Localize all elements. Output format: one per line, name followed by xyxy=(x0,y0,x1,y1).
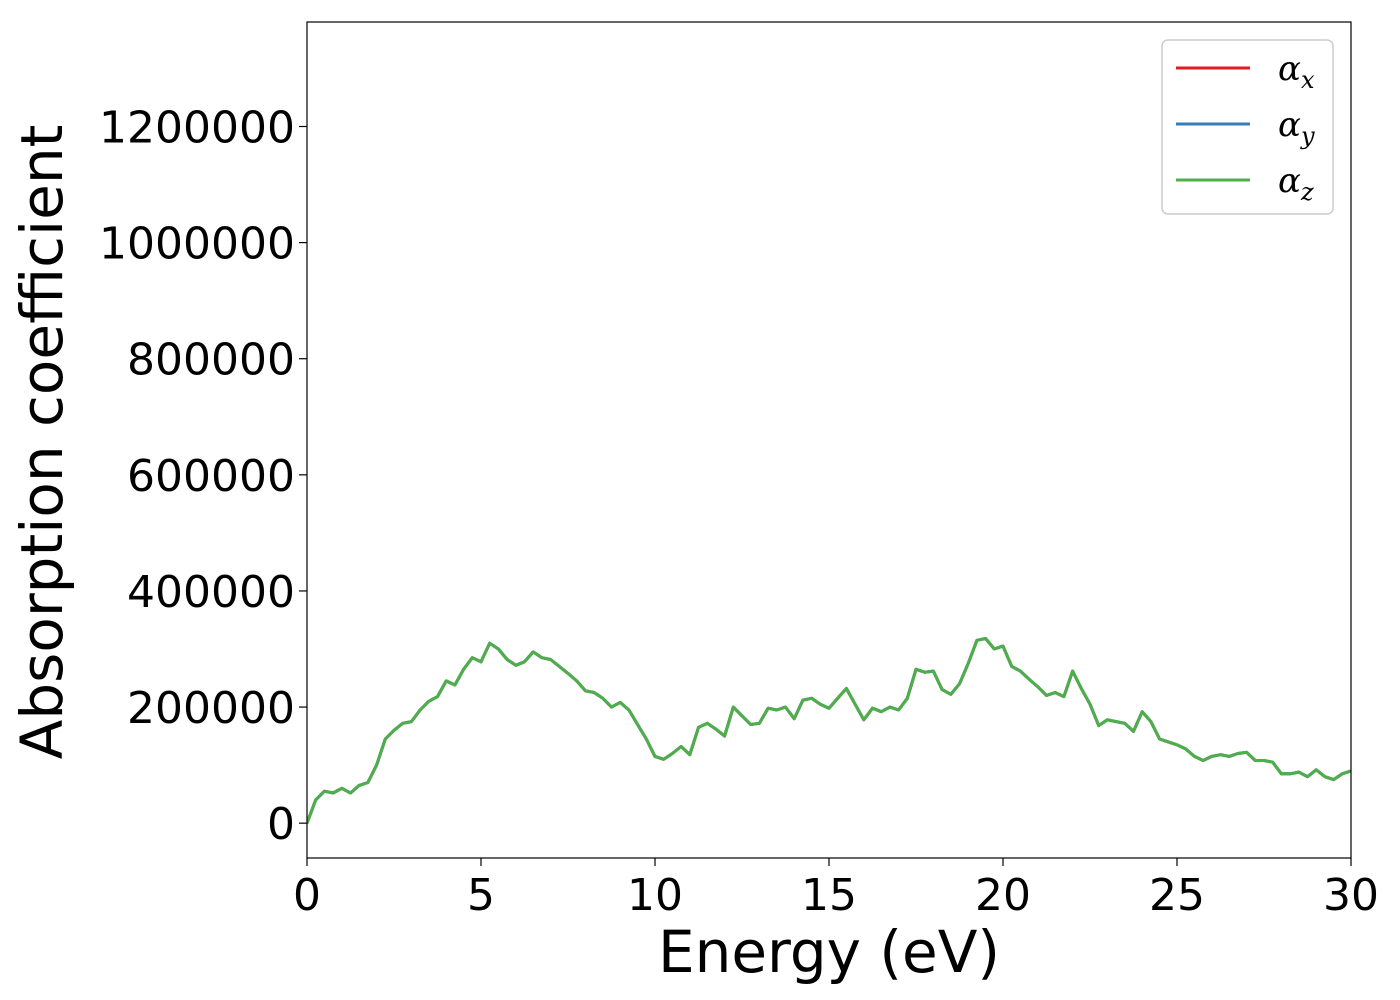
y-tick-label: 600000 xyxy=(127,451,295,502)
legend-subscript-y: y xyxy=(1300,122,1315,150)
y-tick-label: 200000 xyxy=(127,683,295,734)
legend-subscript-x: x xyxy=(1301,66,1315,94)
x-tick-label: 5 xyxy=(467,870,495,921)
x-tick-label: 20 xyxy=(975,870,1031,921)
y-tick-label: 400000 xyxy=(127,567,295,618)
series-line-z xyxy=(307,637,1351,824)
y-axis-label: Absorption coefficient xyxy=(8,125,76,760)
legend-subscript-z: z xyxy=(1300,178,1314,206)
x-tick-label: 25 xyxy=(1149,870,1205,921)
legend-box xyxy=(1161,39,1334,215)
series-line-y xyxy=(307,637,1351,824)
x-tick-label: 0 xyxy=(293,870,321,921)
y-tick-label: 1000000 xyxy=(99,219,295,270)
x-axis-label: Energy (eV) xyxy=(658,918,1000,986)
y-tick-label: 0 xyxy=(267,799,295,850)
x-tick-label: 10 xyxy=(627,870,683,921)
x-tick-label: 30 xyxy=(1323,870,1379,921)
y-tick-label: 1200000 xyxy=(99,103,295,154)
series-line-x xyxy=(307,637,1351,824)
legend-entry-z: αz xyxy=(1278,161,1314,206)
x-tick-label: 15 xyxy=(801,870,857,921)
axis-ticks: 0 5 10 15 20 25 30 0 200000 400000 600000 800000 100… xyxy=(99,103,1379,922)
y-tick-label: 800000 xyxy=(127,335,295,386)
